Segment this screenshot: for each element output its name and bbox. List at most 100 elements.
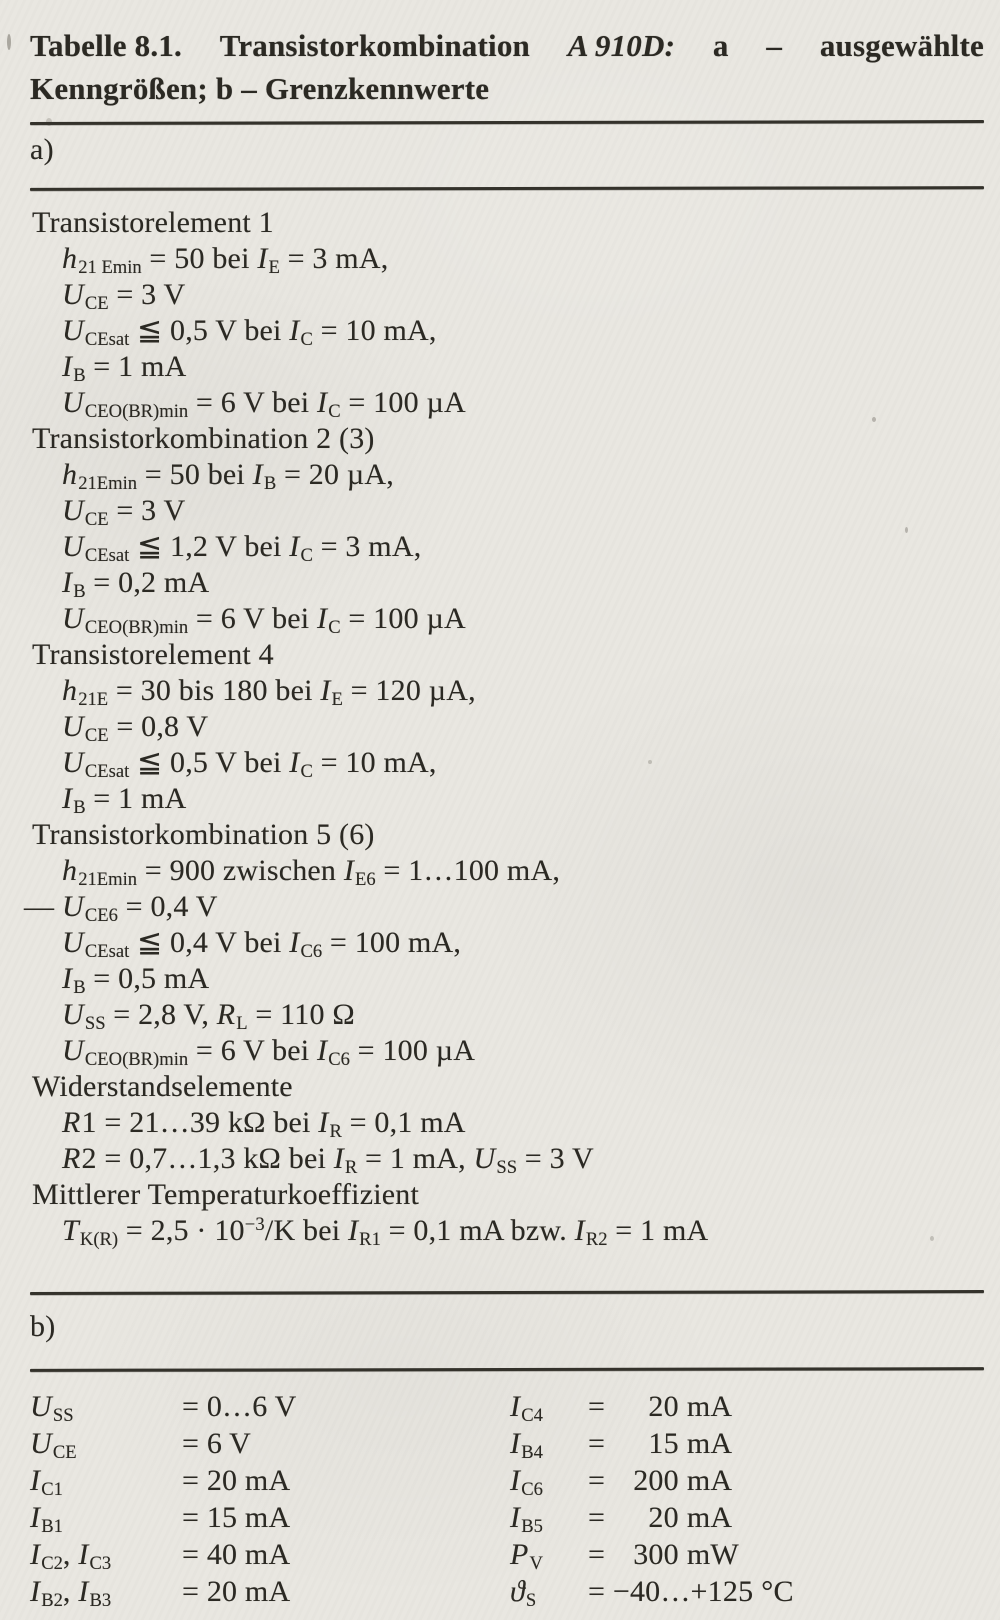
subscript: 21 Emin	[78, 257, 142, 279]
text-run: ≦ 0,5 V bei	[129, 314, 290, 347]
subscript: K(R)	[79, 1229, 119, 1251]
limit-row: IC4 = 20 mA	[510, 1388, 984, 1425]
subscript: C	[300, 761, 313, 783]
text-run: = 100 µA	[340, 386, 466, 419]
superscript: −3	[244, 1213, 265, 1235]
caption-part: A 910D:	[567, 28, 676, 63]
text-run: = 120 µA,	[342, 674, 476, 707]
limit-row: IB2, IB3 = 20 mA	[30, 1573, 510, 1610]
quantity-symbol: IC6	[510, 1462, 588, 1499]
subscript: C6	[300, 941, 323, 963]
math-variable: I	[317, 386, 328, 419]
math-variable: h	[62, 242, 78, 275]
equals-sign: =	[588, 1464, 613, 1497]
math-variable: h	[62, 458, 78, 491]
text-run: = 6 V bei	[188, 602, 318, 635]
math-variable: U	[62, 926, 84, 959]
math-variable: U	[62, 602, 84, 635]
math-variable: I	[343, 854, 355, 887]
margin-dash-mark: —	[24, 890, 55, 923]
limit-row: IB5 = 20 mA	[510, 1499, 984, 1536]
subscript: E	[268, 257, 280, 279]
text-run: = 6 V bei	[188, 1034, 318, 1067]
quantity-symbol: IB1	[30, 1499, 182, 1536]
text-run: 1 = 21…39 kΩ bei	[81, 1106, 319, 1139]
unit: °C	[761, 1575, 794, 1608]
subscript: B	[73, 365, 86, 387]
math-variable: I	[333, 1142, 344, 1175]
text-run: 2 = 0,7…1,3 kΩ bei	[81, 1142, 334, 1175]
subscript: CEO(BR)min	[84, 401, 189, 423]
limit-row: PV = 300 mW	[510, 1536, 984, 1573]
subscript: C4	[521, 1405, 543, 1427]
text-run: ,	[62, 1538, 79, 1571]
subscript: R2	[585, 1229, 608, 1251]
text-run: = 3 V	[108, 494, 186, 527]
text-run: = 10 mA,	[312, 746, 437, 779]
subscript: C3	[89, 1553, 112, 1575]
limits-column-left: USS = 0…6 V UCE = 6 V IC1 = 20 mA IB1 = 15 mA IC…	[30, 1388, 510, 1610]
text-run: = 1 mA,	[357, 1142, 474, 1175]
text-run: = 2,8 V,	[105, 998, 217, 1031]
math-variable: U	[62, 1034, 84, 1067]
text-run: = 30 bis 180 bei	[108, 674, 321, 707]
quantity-symbol: UCE	[30, 1425, 182, 1462]
limit-row: IC2, IC3 = 40 mA	[30, 1536, 510, 1573]
parameter-line: UCEO(BR)min = 6 V bei IC = 100 µA	[30, 385, 984, 421]
group-header: Transistorkombination 2 (3)	[32, 422, 375, 455]
rule-below-b-label	[29, 1367, 985, 1372]
limit-value: 300	[633, 1538, 679, 1571]
math-variable: I	[257, 242, 268, 275]
subscript: R	[344, 1157, 358, 1179]
rule-top	[29, 120, 985, 125]
text-run: = 3 mA,	[312, 530, 422, 563]
math-variable: I	[510, 1464, 521, 1497]
equals-sign: =	[588, 1538, 613, 1571]
subscript: B	[73, 977, 86, 999]
math-variable: I	[347, 1214, 359, 1247]
parameter-line: — UCE6 = 0,4 V	[24, 889, 984, 925]
parameter-line: IB = 0,5 mA	[30, 961, 984, 997]
math-variable: I	[62, 566, 73, 599]
caption-line1: Tabelle 8.1. Transistorkombination A 910D:…	[30, 24, 984, 67]
subscript: CE	[84, 293, 109, 315]
math-variable: h	[62, 854, 78, 887]
text-run: = 0,5 mA	[85, 962, 210, 995]
subscript: CE	[84, 509, 109, 531]
equals-sign: =	[588, 1427, 613, 1460]
text-run: ≦ 0,4 V bei	[129, 926, 290, 959]
math-variable: U	[62, 494, 84, 527]
subscript: CEO(BR)min	[84, 1049, 189, 1071]
section-b-content: USS = 0…6 V UCE = 6 V IC1 = 20 mA IB1 = 15 mA IC…	[30, 1388, 984, 1610]
limit-value: = 20 mA	[182, 1464, 291, 1497]
parameter-line: USS = 2,8 V, RL = 110 Ω	[30, 997, 984, 1033]
unit: mA	[686, 1464, 733, 1497]
limits-column-right: IC4 = 20 mA IB4 = 15 mA IC6 = 200 mA IB5 = 20 mA PV =…	[510, 1388, 984, 1610]
text-run: = 50 bei	[141, 242, 258, 275]
equals-sign: =	[588, 1501, 613, 1534]
subscript: B3	[89, 1590, 112, 1612]
limit-value: 20	[648, 1390, 679, 1423]
quantity-symbol: USS	[30, 1388, 182, 1425]
parameter-line: UCEsat ≦ 0,4 V bei IC6 = 100 mA,	[30, 925, 984, 961]
text-run: = 1 mA	[85, 782, 187, 815]
math-variable: I	[318, 1106, 329, 1139]
limit-value: = 6 V	[182, 1427, 252, 1460]
limit-value: = 15 mA	[182, 1501, 291, 1534]
text-run: ,	[62, 1575, 79, 1608]
math-variable: U	[62, 314, 84, 347]
text-run: = 10 mA,	[312, 314, 437, 347]
unit: mA	[686, 1390, 733, 1423]
math-variable: I	[62, 782, 73, 815]
math-variable: I	[78, 1538, 89, 1571]
subscript: V	[529, 1553, 543, 1575]
math-variable: U	[30, 1390, 52, 1423]
text-run: = 0,8 V	[108, 710, 209, 743]
text-run: = 0,1 mA bzw.	[380, 1214, 575, 1247]
group-header: Transistorkombination 5 (6)	[32, 818, 375, 851]
math-variable: I	[289, 314, 300, 347]
math-variable: I	[30, 1538, 41, 1571]
section-b-label: b)	[30, 1310, 56, 1343]
subscript: 21Emin	[78, 869, 138, 891]
